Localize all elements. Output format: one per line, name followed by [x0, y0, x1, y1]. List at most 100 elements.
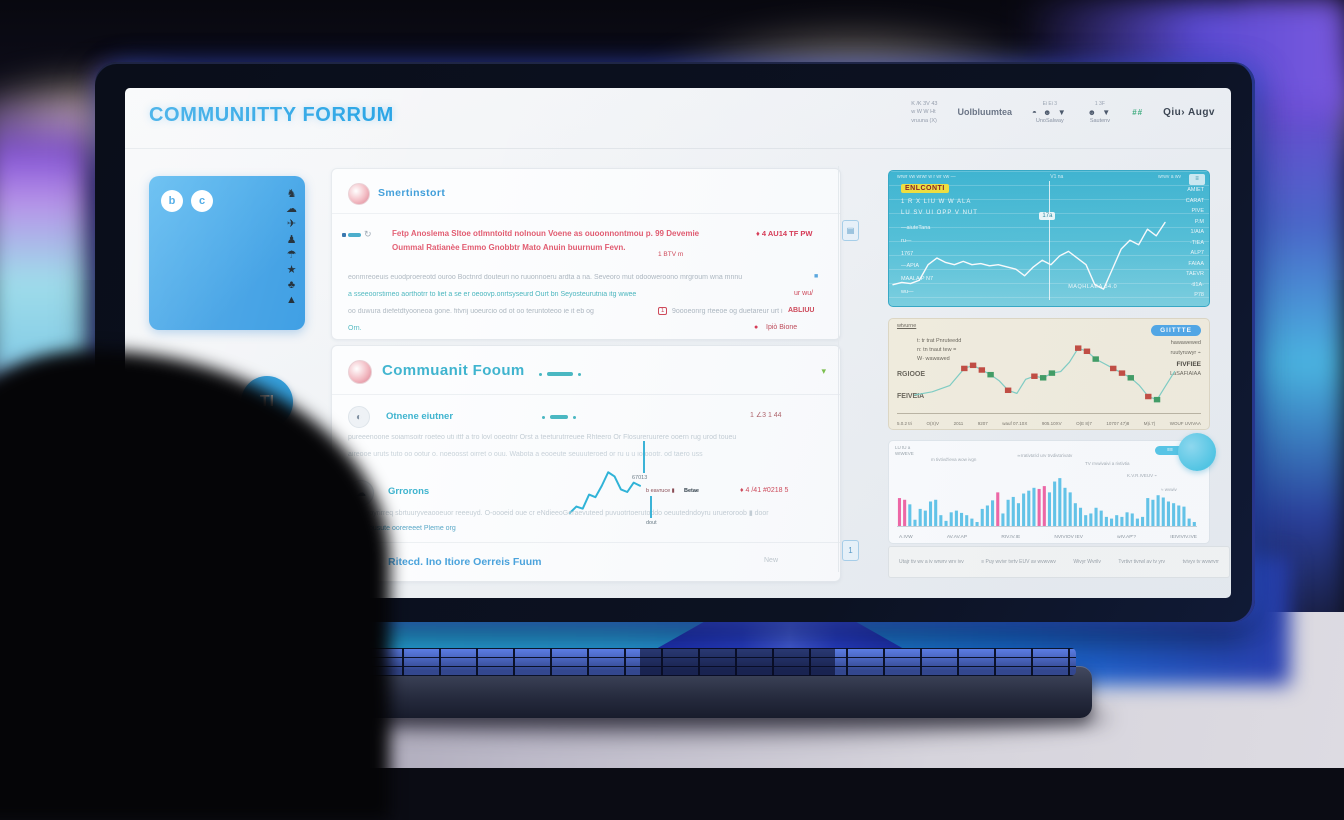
annotation-label: K.V.R.IVEUV ⌁: [1127, 473, 1158, 478]
axis-tick-label: 905.10XV: [1041, 421, 1062, 426]
chart-pill-button[interactable]: GIITTTE: [1151, 325, 1201, 336]
annotation-label: FIVFIEE: [1176, 360, 1201, 368]
axis-tick-label: AMIET: [1187, 187, 1204, 193]
sidebar-glyph-icon: ★: [286, 263, 297, 276]
post-body-line: Orn.: [348, 325, 362, 332]
axis-tick-label: ALP7: [1190, 250, 1204, 256]
footer-link: Utajr tiv wv a iv wrwrv wrv ivv: [899, 559, 964, 565]
chart-level-label: FEIVEIA: [897, 393, 925, 400]
header-divider: [125, 148, 1231, 149]
footer-link: tvivyv tv wvwrvrr: [1182, 559, 1219, 565]
divider: [332, 213, 840, 214]
nav-cluster-icons: ☻ ▼: [1087, 107, 1113, 117]
nav-stats-line: vruuna (X): [911, 117, 937, 124]
nav-cluster-label: UnoSalway: [1035, 117, 1064, 124]
chart-pill-button[interactable]: ≡≡: [1155, 446, 1185, 455]
axis-label: —aiuteTana: [901, 225, 931, 231]
candlestick-chart-panel: wtvurne t: tr trat Pnruteedd n: tn tnaut …: [888, 318, 1210, 430]
sidebar-icon-column: ♞ ☁ ✈ ♟ ☂ ★ ♣ ▲: [286, 188, 297, 308]
axis-tick-label: IEIVIVIV.IVE: [1170, 535, 1197, 540]
section-icon: [348, 360, 372, 384]
sidebar-glyph-icon: ♞: [286, 188, 297, 200]
axis-tick-label: TAEVR: [1186, 271, 1204, 277]
footer-link: Wivyr Wvrilv: [1073, 559, 1101, 565]
axis-tick-label: WOUF UVIVAA: [1169, 421, 1201, 426]
chart-menu-icon[interactable]: ≡: [1189, 174, 1205, 185]
bar-chart-panel: LU tU a WIWEVE ≡≡ m tivtivd'ieva wow ivg…: [888, 433, 1216, 544]
sidebar-glyph-icon: ☁: [286, 203, 297, 216]
inline-flag: ur wu/: [794, 290, 814, 297]
axis-tick-label: ·TIEA: [1189, 239, 1204, 246]
post-body-line: a sseeoorstimeo aorthotrr to liet a se e…: [348, 291, 637, 298]
axis-tick-label: wIV.AP'?: [1117, 535, 1137, 540]
chart-legend-block: t: tr trat Pnruteedd n: tn tnaut tew = W· …: [917, 337, 961, 363]
chart-y-axis-labels: AMIET CARAT PIVE P.M 1/AIA ·TIEA ALP7 FAIAA TAEV…: [1168, 187, 1204, 298]
chart-subtitle: 1 R X LIU W W ALA: [901, 199, 972, 205]
refresh-icon[interactable]: ↻: [364, 229, 372, 239]
chart-crosshair-line: [1049, 181, 1050, 300]
footer-dot-icon: ●: [754, 324, 759, 331]
footer-stat: Ipiò Bione: [766, 324, 798, 331]
section-title[interactable]: Smertinstort: [378, 187, 446, 199]
axis-tick-label: AV.AV.AP: [946, 535, 968, 540]
x-axis-line: [897, 413, 1201, 414]
chart-note: wtvurne: [897, 323, 917, 329]
logo-glyph-icon: c: [191, 190, 213, 212]
axis-tick-label: 5.0.2 tri: [897, 421, 913, 426]
thread-sparkline-chart: [570, 466, 640, 518]
chart-top-mid: V1 na: [1050, 174, 1064, 180]
chart-end-label: Betae: [684, 488, 699, 494]
logo-glyph-icon: b: [161, 190, 183, 212]
page-badge[interactable]: 1: [842, 540, 859, 561]
axis-tick-label: O(X)V: [926, 421, 940, 426]
footer-link: Tvrtivr tivrwl av tv yrv: [1118, 559, 1166, 565]
annotation-label: LaSAFIAIAA: [1170, 371, 1201, 378]
thread-body-line: aireooe uruts tuto oo ootur o. noeoosst …: [348, 451, 703, 458]
keyboard-keys-shadow: [639, 648, 835, 676]
chart-note: LU tU a WIWEVE: [895, 445, 914, 457]
chart-cursor-line: [643, 441, 645, 473]
x-axis-labels: A.IVW AV.AV.AP RIV.IV.IE NVIVIOV IEV wIV.AP'…: [899, 535, 1197, 540]
chart-right-notes: hawawewed ruutyruwyr ⌁ FIVFIEE LaSAFIAIAA: [1121, 339, 1201, 380]
annotation-label: hawawewed: [1170, 340, 1201, 346]
nav-item-forums[interactable]: Uolbluumtea: [957, 107, 1012, 118]
footer-link: ≡ Puy wvivr tvrtv EUV av wvwvwv: [981, 559, 1056, 565]
inline-flag: ABLIUU: [788, 307, 815, 314]
nav-cluster-top: 1 3F: [1094, 100, 1105, 107]
axis-tick-label: P.M: [1194, 218, 1204, 225]
sidebar-featured-card[interactable]: b c ♞ ☁ ✈ ♟ ☂ ★ ♣ ▲: [149, 176, 305, 330]
chart-highlight-label: ENLCONTI: [901, 184, 949, 193]
nav-cluster-top: Ei Ei 3: [1042, 100, 1058, 107]
count-badge: 1: [658, 307, 668, 315]
bookmark-badge[interactable]: ▤: [842, 220, 859, 241]
expand-caret-icon[interactable]: ▾: [821, 366, 826, 376]
nav-stats-line: K /K 3V 43: [911, 101, 938, 107]
axis-tick-label: CARAT: [1185, 197, 1204, 204]
nav-item-alerts[interactable]: 1 3F ☻ ▼ Sautenv: [1088, 101, 1113, 124]
thread-title[interactable]: Otnene eiutner: [386, 411, 454, 422]
axis-tick-label: RIV.IV.IE: [1001, 535, 1021, 540]
sidebar-glyph-icon: ♟: [286, 233, 297, 246]
axis-tick-label: 1/AIA: [1190, 229, 1204, 235]
attachment-icon: ■: [814, 273, 819, 280]
axis-tick-label: 2011: [953, 421, 964, 426]
post-title-line2[interactable]: Oummal Ratianèe Emmo Gnobbtr Mato Anuin …: [392, 243, 626, 252]
chart-end-label: b eavruce ▮: [646, 488, 675, 494]
axis-tick-label: NVIVIOV IEV: [1054, 535, 1083, 540]
axis-tick-label: O(E 8)7: [1076, 421, 1092, 426]
site-logo[interactable]: COMMUNIITTY FORRUM: [149, 104, 394, 126]
post-substats: 1 BTV m: [658, 251, 684, 258]
floating-action-circle[interactable]: [1178, 433, 1216, 471]
line-chart-plot: [893, 187, 1165, 298]
nav-status-mark: ##: [1132, 107, 1144, 117]
axis-tick-label: 9207: [977, 421, 988, 426]
chart-cursor-line: [650, 496, 652, 518]
user-menu[interactable]: Qiu› Augv: [1163, 106, 1215, 118]
nav-item-categories[interactable]: Ei Ei 3 ◓ ☻ ▼ UnoSalway: [1032, 101, 1068, 124]
thread-title[interactable]: Ritecd. Ino Itiore Oerreis Fuum: [388, 556, 542, 568]
post-title[interactable]: Fetp Anoslema Sltoe otlmntoitd nolnoun V…: [392, 229, 700, 238]
thread-title[interactable]: Grrorons: [388, 486, 430, 497]
section-title[interactable]: Commuanit Fooum: [382, 362, 525, 379]
divider: [332, 542, 840, 543]
